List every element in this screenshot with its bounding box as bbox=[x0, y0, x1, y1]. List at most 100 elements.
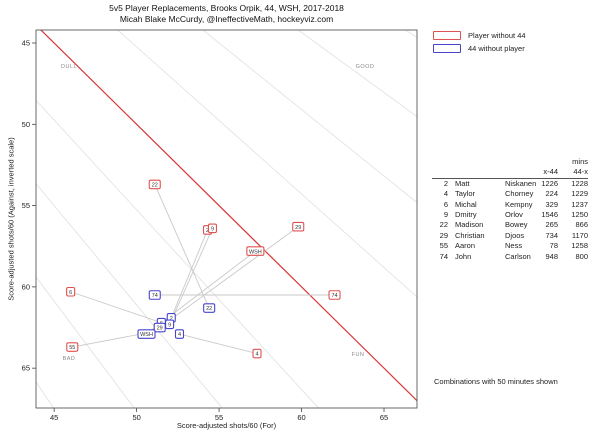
point-label: 29 bbox=[157, 326, 163, 332]
point-box-red-WSH bbox=[246, 246, 265, 256]
pair-connector-2 bbox=[170, 229, 208, 318]
blue-swatch-icon bbox=[433, 44, 461, 53]
table-header-row: x-44 44-x bbox=[432, 167, 588, 179]
point-box-red-6 bbox=[66, 286, 76, 297]
mins-without-44: 948 bbox=[545, 251, 558, 261]
player-number: 74 bbox=[439, 251, 448, 261]
x-tick-label: 45 bbox=[50, 413, 58, 422]
pair-connector-9 bbox=[169, 228, 213, 325]
pair-connector-55 bbox=[72, 331, 150, 348]
table-header-group: mins bbox=[432, 157, 588, 167]
player-first-name: Matt bbox=[455, 178, 470, 188]
y-tick-label: 55 bbox=[22, 201, 30, 210]
point-label: WSH bbox=[249, 249, 262, 255]
mins-44-without: 1258 bbox=[571, 241, 588, 251]
chart-subtitle: Micah Blake McCurdy, @IneffectiveMath, h… bbox=[119, 14, 334, 24]
mins-without-44: 1546 bbox=[541, 209, 558, 219]
table-row: 22 Madison Bowey 265 866 bbox=[432, 220, 588, 230]
point-label: 2 bbox=[170, 316, 173, 322]
table-row: 55 Aaron Ness 78 1258 bbox=[432, 241, 588, 251]
x-tick-label: 65 bbox=[380, 413, 388, 422]
point-box-red-4 bbox=[252, 348, 262, 359]
title-block: 5v5 Player Replacements, Brooks Orpik, 4… bbox=[36, 3, 417, 25]
point-label: 74 bbox=[331, 293, 337, 299]
player-number: 9 bbox=[443, 209, 448, 219]
mins-44-without: 1228 bbox=[571, 178, 588, 188]
mins-44-without: 866 bbox=[575, 220, 588, 230]
player-last-name: Djoos bbox=[505, 230, 525, 240]
mins-44-without: 1250 bbox=[571, 209, 588, 219]
corner-label-good: GOOD bbox=[356, 64, 375, 70]
mins-44-without: 1170 bbox=[571, 230, 588, 240]
legend-label: 44 without player bbox=[468, 44, 525, 53]
point-box-red-74 bbox=[328, 290, 341, 300]
point-box-red-22 bbox=[148, 179, 161, 190]
corner-label-fun: FUN bbox=[352, 352, 365, 358]
pair-connector-6 bbox=[70, 291, 162, 324]
player-last-name: Orlov bbox=[505, 209, 523, 219]
table-row: 2 Matt Niskanen 1226 1228 bbox=[432, 179, 588, 189]
point-box-red-55 bbox=[66, 342, 79, 352]
player-first-name: John bbox=[455, 251, 472, 261]
point-label: WSH bbox=[140, 332, 153, 338]
point-box-red-29 bbox=[292, 221, 305, 232]
player-number: 2 bbox=[443, 178, 448, 188]
player-first-name: Dmitry bbox=[455, 209, 477, 219]
player-number: 6 bbox=[443, 199, 448, 209]
player-number: 22 bbox=[439, 220, 448, 230]
y-tick-label: 60 bbox=[22, 282, 30, 291]
mins-without-44: 734 bbox=[545, 230, 558, 240]
point-label: 9 bbox=[211, 227, 214, 233]
mins-44-without: 800 bbox=[575, 251, 588, 261]
table-row: 9 Dmitry Orlov 1546 1250 bbox=[432, 210, 588, 220]
mins-without-44: 265 bbox=[545, 220, 558, 230]
legend-item-player-without-44: Player without 44 bbox=[433, 31, 526, 40]
point-box-red-9 bbox=[207, 223, 218, 234]
pair-connector-4 bbox=[179, 333, 258, 354]
mins-44-without: 1229 bbox=[571, 189, 588, 199]
player-first-name: Taylor bbox=[455, 189, 476, 199]
player-first-name: Michal bbox=[455, 199, 477, 209]
point-label: 22 bbox=[206, 306, 212, 312]
mins-without-44: 78 bbox=[549, 241, 558, 251]
point-box-blue-22 bbox=[203, 303, 216, 313]
legend: Player without 44 44 without player bbox=[433, 31, 526, 57]
x-axis-title: Score-adjusted shots/60 (For) bbox=[176, 421, 277, 430]
pair-connector-22 bbox=[154, 184, 210, 309]
x-tick-label: 50 bbox=[132, 413, 140, 422]
y-tick-label: 45 bbox=[22, 39, 30, 48]
point-box-blue-29 bbox=[153, 322, 166, 333]
corner-label-bad: BAD bbox=[63, 356, 76, 362]
point-label: 29 bbox=[295, 225, 301, 231]
table-row: 74 John Carlson 948 800 bbox=[432, 252, 588, 262]
table-row: 6 Michal Kempny 329 1237 bbox=[432, 200, 588, 210]
player-last-name: Ness bbox=[505, 241, 523, 251]
corner-label-dull: DULL bbox=[61, 64, 77, 70]
point-label: 9 bbox=[168, 322, 171, 328]
table-row: 4 Taylor Chorney 224 1229 bbox=[432, 189, 588, 199]
point-label: 4 bbox=[178, 332, 181, 338]
point-label: 4 bbox=[255, 352, 258, 358]
point-label: 22 bbox=[152, 183, 158, 189]
red-swatch-icon bbox=[433, 31, 461, 40]
legend-label: Player without 44 bbox=[468, 31, 526, 40]
y-tick-label: 65 bbox=[22, 364, 30, 373]
player-first-name: Aaron bbox=[455, 241, 476, 251]
footnote: Combinations with 50 minutes shown bbox=[434, 377, 558, 386]
player-first-name: Christian bbox=[455, 230, 485, 240]
player-last-name: Bowey bbox=[505, 220, 528, 230]
point-box-blue-WSH bbox=[137, 329, 156, 339]
player-last-name: Kempny bbox=[505, 199, 533, 209]
minutes-table: mins x-44 44-x 2 Matt Niskanen 1226 1228… bbox=[432, 157, 588, 262]
player-last-name: Niskanen bbox=[505, 178, 537, 188]
share-gridline bbox=[297, 30, 417, 118]
player-number: 55 bbox=[439, 241, 448, 251]
col-header-x44: x-44 bbox=[543, 167, 558, 177]
point-box-blue-74 bbox=[148, 290, 161, 300]
plot-border bbox=[35, 29, 418, 409]
